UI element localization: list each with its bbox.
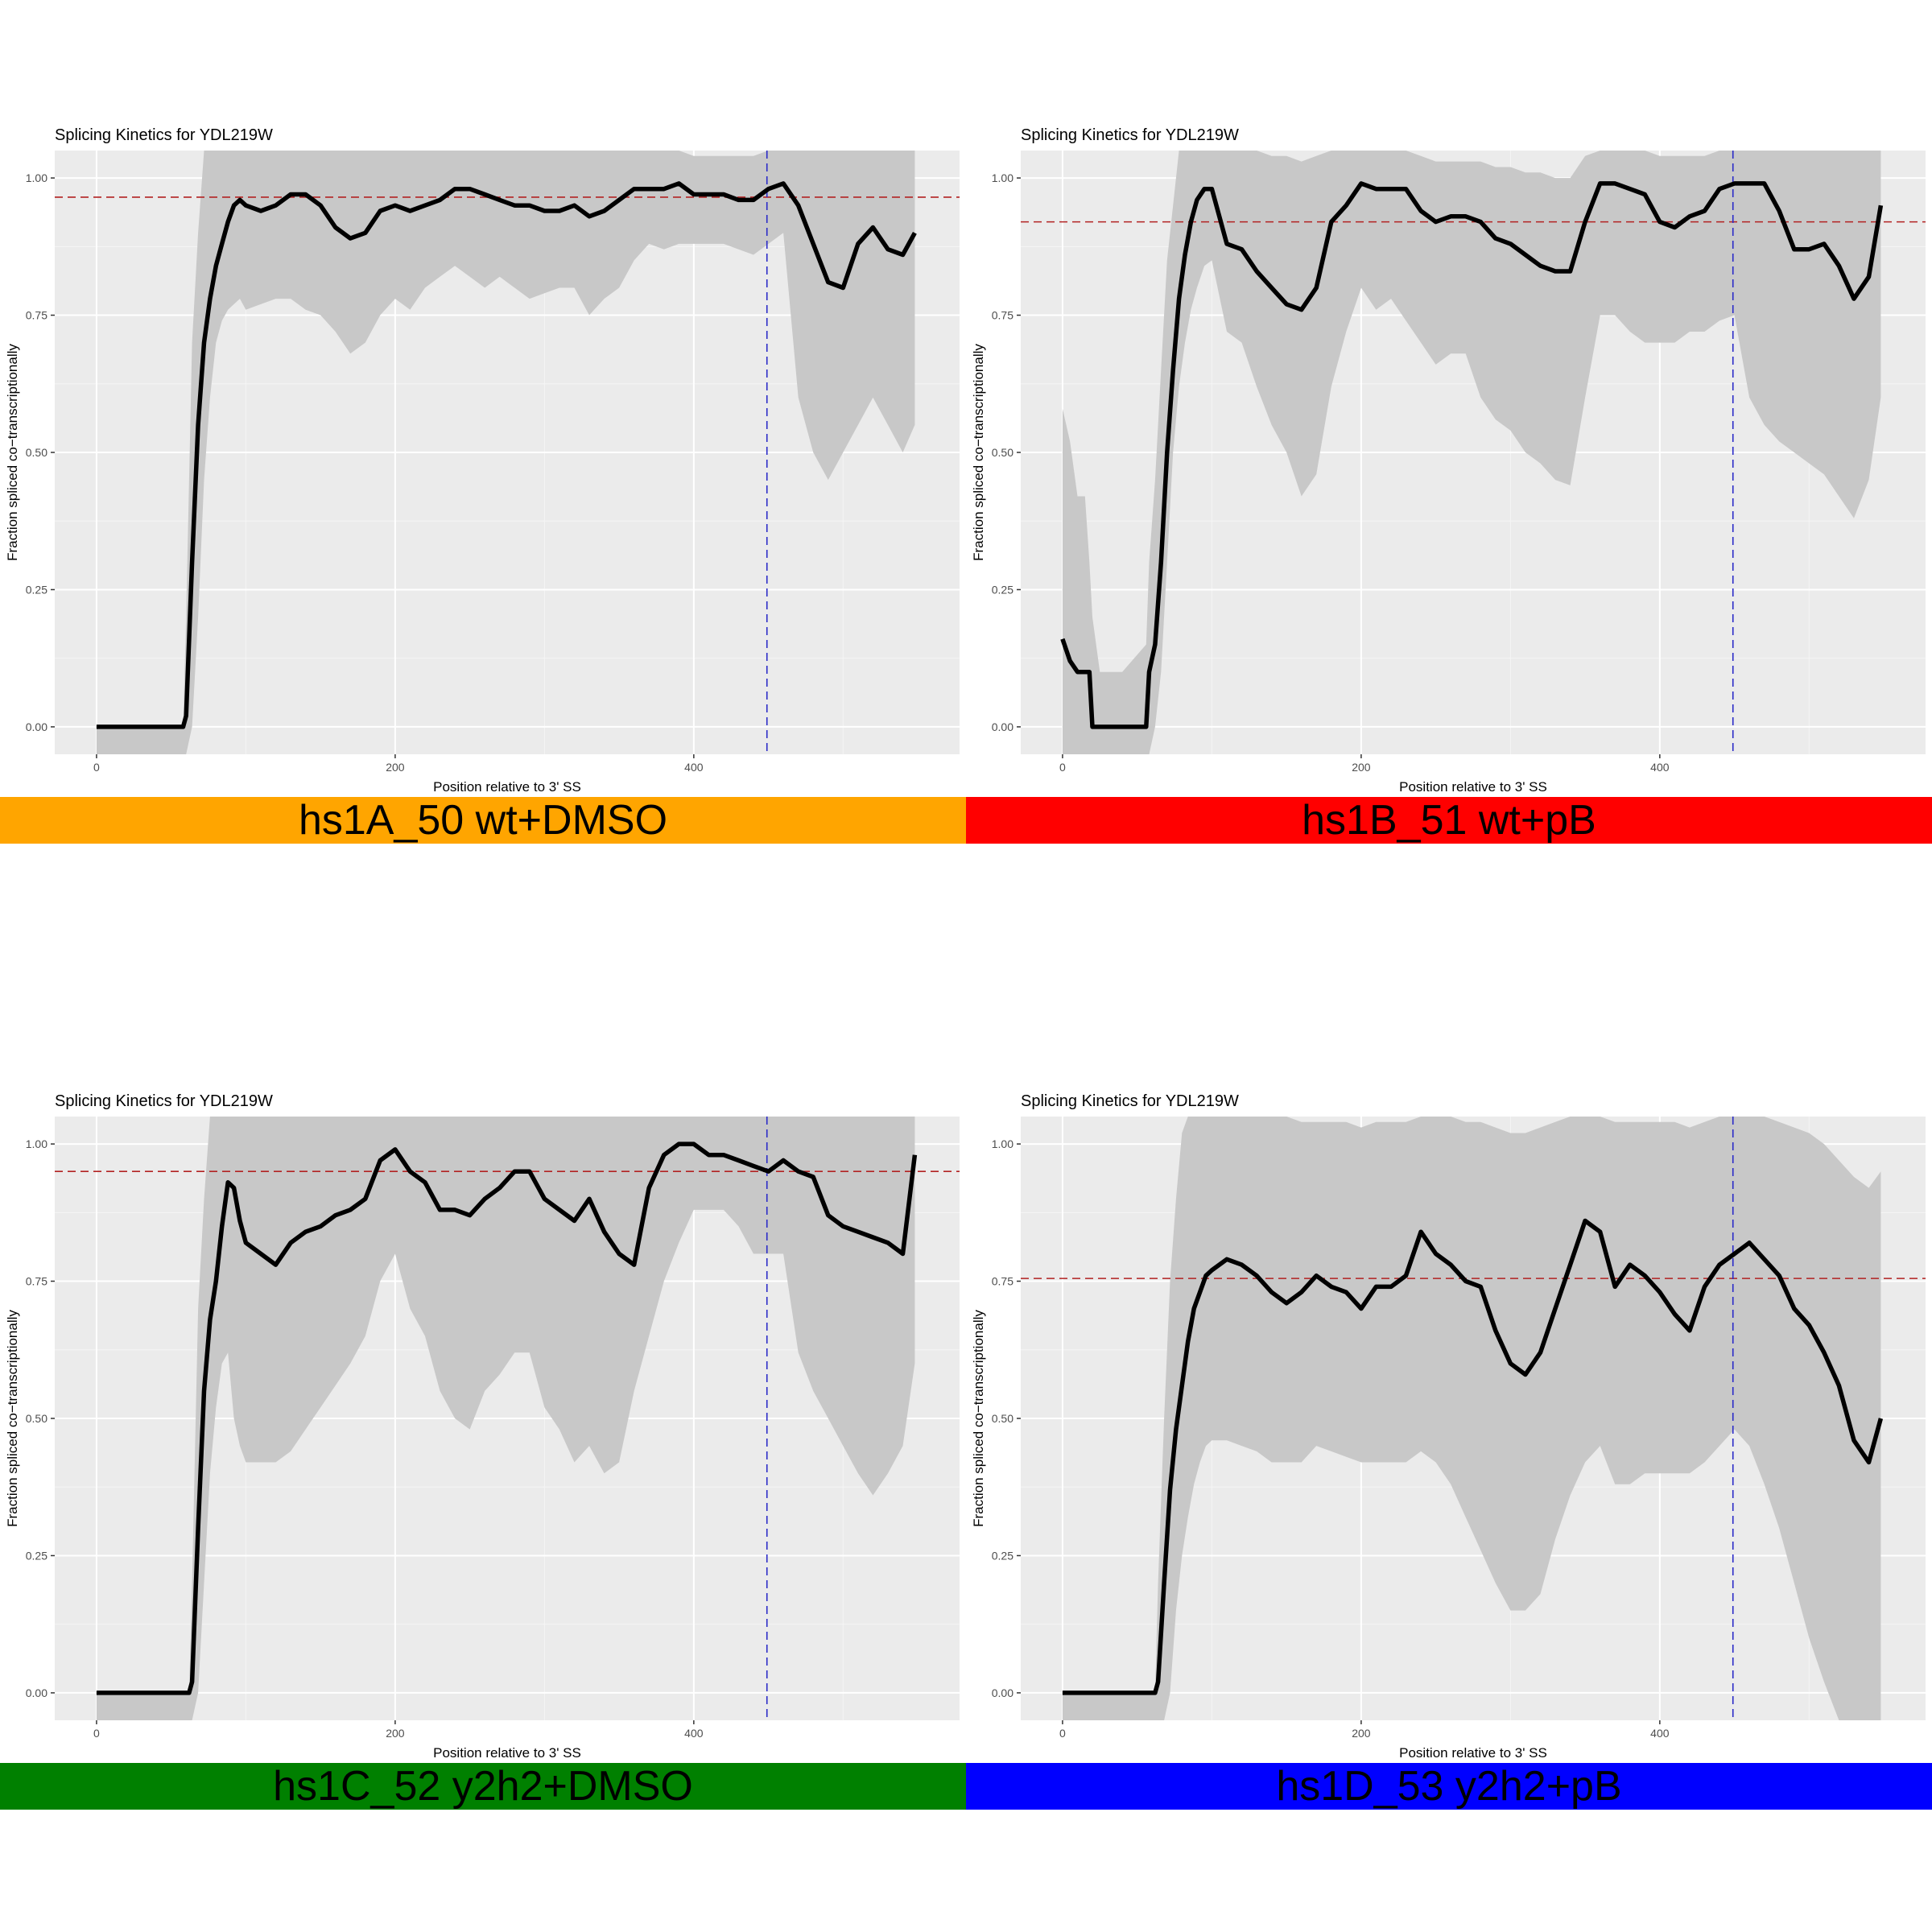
y-tick-label: 0.50: [26, 446, 47, 459]
y-tick-label: 0.75: [26, 309, 47, 322]
confidence-band: [96, 151, 915, 754]
x-axis-label: Position relative to 3' SS: [433, 779, 581, 795]
y-tick-label: 0.00: [992, 1686, 1013, 1699]
y-tick-label: 0.50: [26, 1412, 47, 1425]
plot-area: [55, 1117, 960, 1720]
x-tick-label: 200: [1352, 761, 1371, 774]
y-tick-label: 0.25: [26, 1549, 47, 1562]
series-line: [1062, 1218, 1884, 1695]
y-tick-label: 0.50: [992, 1412, 1013, 1425]
y-tick-label: 1.00: [992, 171, 1013, 184]
y-tick-label: 0.75: [26, 1275, 47, 1288]
condition-banner-hs1a: hs1A_50 wt+DMSO: [0, 797, 966, 844]
plot-area: [1021, 1117, 1926, 1720]
series-line: [1060, 181, 1884, 729]
y-tick-label: 0.50: [992, 446, 1013, 459]
x-axis-label: Position relative to 3' SS: [1399, 779, 1547, 795]
confidence-band: [96, 1117, 915, 1720]
series-line: [96, 181, 917, 729]
y-tick-label: 0.25: [992, 1549, 1013, 1562]
x-tick-label: 400: [684, 761, 704, 774]
x-tick-label: 200: [386, 761, 405, 774]
plot-area: [1021, 151, 1926, 754]
y-tick-label: 0.25: [26, 583, 47, 596]
chart-title: Splicing Kinetics for YDL219W: [55, 1092, 273, 1110]
x-tick-label: 0: [1059, 1727, 1066, 1740]
chart-panel: 0.00 0.25 0.50 0.75 1.00 0 200 400 Splicing Kine…: [971, 1092, 1926, 1761]
x-tick-label: 0: [1059, 761, 1066, 774]
y-tick-label: 0.75: [992, 1275, 1013, 1288]
y-tick-label: 1.00: [992, 1137, 1013, 1150]
x-tick-label: 200: [386, 1727, 405, 1740]
y-axis-label: Fraction spliced co−transcriptionally: [5, 1310, 20, 1527]
chart-panel: 0.00 0.25 0.50 0.75 1.00 0 200 400 Splicing Kine…: [5, 1092, 960, 1761]
y-axis-label: Fraction spliced co−transcriptionally: [971, 1310, 986, 1527]
condition-banner-hs1b: hs1B_51 wt+pB: [966, 797, 1932, 844]
x-tick-label: 0: [93, 761, 100, 774]
y-tick-label: 1.00: [26, 171, 47, 184]
confidence-band: [1062, 151, 1881, 754]
x-tick-label: 400: [1650, 1727, 1670, 1740]
x-axis-label: Position relative to 3' SS: [433, 1745, 581, 1761]
y-tick-label: 0.00: [992, 720, 1013, 733]
x-tick-label: 400: [1650, 761, 1670, 774]
y-tick-label: 0.75: [992, 309, 1013, 322]
series-line: [96, 1141, 918, 1695]
confidence-band: [1062, 1117, 1881, 1720]
chart-title: Splicing Kinetics for YDL219W: [1021, 126, 1239, 144]
chart-title: Splicing Kinetics for YDL219W: [55, 126, 273, 144]
y-tick-label: 0.00: [26, 720, 47, 733]
chart-panel: 0.00 0.25 0.50 0.75 1.00 0 200 400 Splicing Kine…: [5, 126, 960, 795]
condition-banner-hs1d: hs1D_53 y2h2+pB: [966, 1763, 1932, 1810]
chart-title: Splicing Kinetics for YDL219W: [1021, 1092, 1239, 1110]
x-tick-label: 400: [684, 1727, 704, 1740]
condition-banner-hs1c: hs1C_52 y2h2+DMSO: [0, 1763, 966, 1810]
plot-area: [55, 151, 960, 754]
y-tick-label: 0.00: [26, 1686, 47, 1699]
x-axis-label: Position relative to 3' SS: [1399, 1745, 1547, 1761]
y-axis-label: Fraction spliced co−transcriptionally: [5, 344, 20, 561]
x-tick-label: 0: [93, 1727, 100, 1740]
y-tick-label: 0.25: [992, 583, 1013, 596]
y-tick-label: 1.00: [26, 1137, 47, 1150]
chart-panel: 0.00 0.25 0.50 0.75 1.00 0 200 400 Splicing Kine…: [971, 126, 1926, 795]
x-tick-label: 200: [1352, 1727, 1371, 1740]
y-axis-label: Fraction spliced co−transcriptionally: [971, 344, 986, 561]
